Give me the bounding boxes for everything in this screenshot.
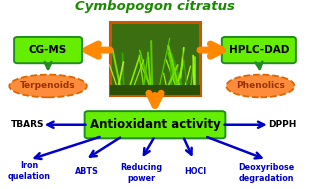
FancyBboxPatch shape	[14, 37, 82, 63]
FancyBboxPatch shape	[222, 37, 296, 63]
FancyBboxPatch shape	[110, 22, 200, 95]
Text: TBARS: TBARS	[11, 120, 45, 129]
Text: Cymbopogon citratus: Cymbopogon citratus	[75, 0, 235, 12]
Ellipse shape	[226, 75, 294, 97]
Text: Reducing
power: Reducing power	[120, 163, 162, 183]
Text: Antioxidant activity: Antioxidant activity	[90, 118, 220, 131]
FancyBboxPatch shape	[85, 111, 225, 138]
Text: CG-MS: CG-MS	[29, 45, 67, 55]
Text: Iron
quelation: Iron quelation	[8, 161, 51, 181]
Text: HOCl: HOCl	[184, 167, 206, 176]
Text: Phenolics: Phenolics	[236, 81, 285, 91]
Ellipse shape	[9, 75, 87, 97]
FancyBboxPatch shape	[110, 85, 200, 95]
Text: Deoxyribose
degradation: Deoxyribose degradation	[238, 163, 295, 183]
Text: Terpenoids: Terpenoids	[20, 81, 76, 91]
Text: DPPH: DPPH	[268, 120, 296, 129]
Text: HPLC-DAD: HPLC-DAD	[229, 45, 289, 55]
Text: ABTS: ABTS	[75, 167, 99, 176]
